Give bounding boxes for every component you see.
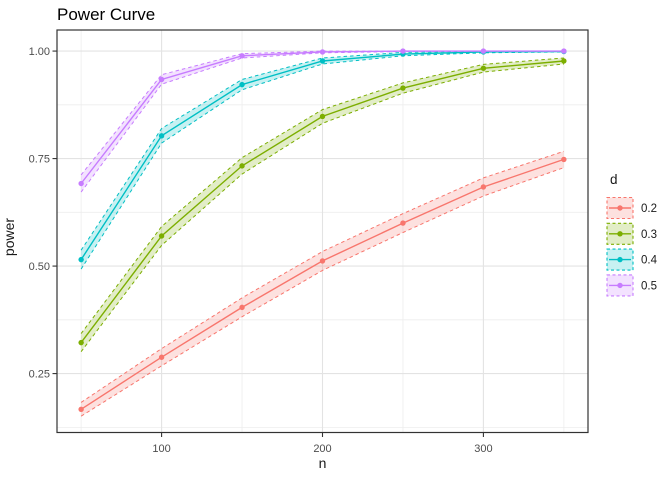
data-point: [319, 58, 326, 64]
legend-item-0.4: 0.4: [606, 248, 658, 271]
data-point: [78, 256, 84, 263]
legend-item-0.3: 0.3: [606, 222, 657, 245]
data-point: [78, 339, 84, 346]
data-point: [400, 48, 406, 54]
data-point: [158, 354, 165, 360]
legend-key-point: [617, 256, 623, 263]
axis-ticks: [52, 50, 484, 437]
legend-label: 0.2: [641, 203, 657, 215]
data-point: [319, 49, 326, 55]
legend-key-point: [617, 282, 623, 289]
legend-item-0.2: 0.2: [606, 196, 657, 220]
data-point: [561, 156, 567, 163]
data-point: [158, 76, 165, 83]
plot-panel-border: [56, 29, 589, 434]
data-point: [319, 258, 326, 264]
legend-title: d: [610, 172, 618, 187]
y-tick-label: 1.00: [29, 46, 50, 58]
ribbon-lower-edge: [80, 63, 564, 353]
legend-key-point: [617, 205, 623, 211]
axis-tick-labels: 100 200 300 0.25 0.50 0.75 1.00: [29, 46, 493, 455]
data-point: [480, 65, 487, 71]
data-point: [158, 133, 165, 139]
data-point: [239, 81, 245, 88]
data-point: [78, 180, 84, 187]
x-tick-label: 100: [152, 443, 170, 455]
legend-key-point: [617, 231, 623, 237]
series-d-0.2: [78, 150, 567, 417]
data-point: [239, 53, 245, 59]
x-tick-label: 200: [313, 443, 331, 455]
ribbon-lower-edge: [80, 167, 565, 417]
ribbon-upper-edge: [80, 57, 564, 334]
data-point: [319, 113, 326, 120]
series-layer: [78, 48, 567, 417]
data-point: [239, 163, 245, 169]
y-axis-label: power: [1, 218, 17, 256]
ribbon-upper-edge: [80, 150, 565, 403]
legend-label: 0.5: [641, 280, 657, 292]
series-d-0.3: [78, 57, 567, 353]
y-tick-label: 0.75: [29, 154, 50, 166]
y-tick-label: 0.50: [29, 261, 50, 273]
data-point: [78, 406, 84, 412]
legend-item-0.5: 0.5: [606, 274, 657, 297]
data-point: [480, 184, 487, 190]
legend: d 0.2 0.3 0.4 0.5: [606, 172, 658, 297]
data-point: [239, 304, 245, 311]
data-point: [561, 48, 567, 54]
legend-label: 0.4: [641, 255, 658, 267]
legend-keys: 0.2 0.3 0.4 0.5: [606, 196, 658, 297]
data-point: [400, 220, 406, 226]
series-d-0.5: [78, 48, 567, 193]
gridlines: [57, 30, 588, 433]
confidence-ribbon: [81, 51, 564, 270]
ribbon-lower-edge: [80, 51, 564, 270]
confidence-ribbon: [81, 151, 564, 417]
data-point: [400, 85, 406, 91]
x-axis-label: n: [319, 455, 327, 471]
x-tick-label: 300: [474, 443, 492, 455]
chart-title: Power Curve: [57, 5, 155, 24]
y-tick-label: 0.25: [29, 369, 50, 381]
data-point: [158, 233, 165, 239]
data-point: [480, 48, 487, 54]
legend-label: 0.3: [641, 229, 657, 241]
data-point: [561, 58, 567, 64]
